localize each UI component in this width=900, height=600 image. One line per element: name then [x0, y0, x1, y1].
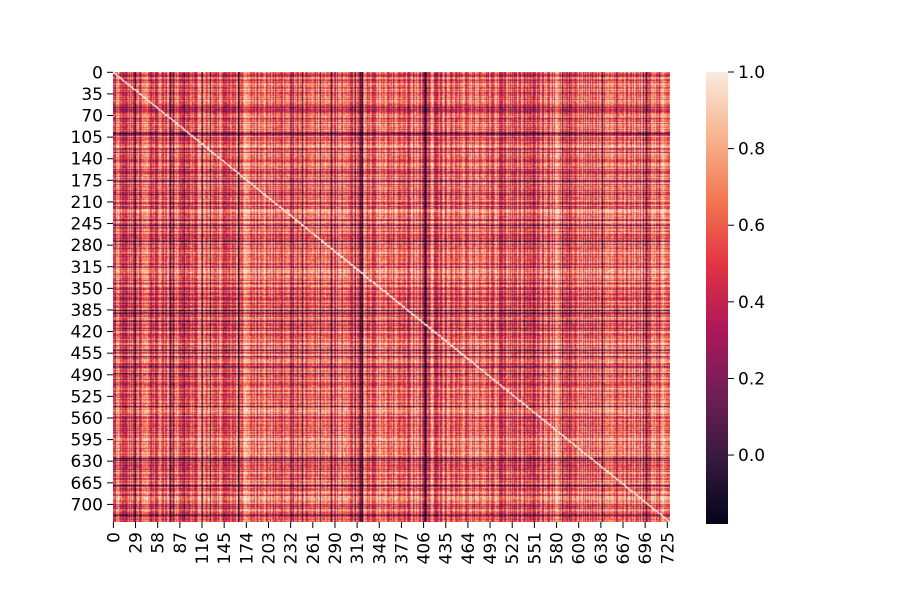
x-tick-label: 725 [658, 532, 678, 564]
x-tick-label: 261 [304, 532, 324, 564]
colorbar-tick-label: 0.4 [738, 293, 765, 313]
x-tick-label: 377 [392, 532, 412, 564]
x-tick-label: 29 [127, 532, 147, 554]
y-tick-label: 0 [92, 63, 103, 83]
y-tick-label: 595 [71, 431, 103, 451]
x-tick-label: 551 [525, 532, 545, 564]
colorbar-tick-label: 1.0 [738, 63, 765, 83]
colorbar-tick-label: 0.2 [738, 369, 765, 389]
y-tick-label: 420 [71, 323, 103, 343]
colorbar-tick-label: 0.6 [738, 216, 765, 236]
colorbar-tick-label: 0.8 [738, 140, 765, 160]
x-tick-label: 0 [104, 532, 124, 543]
x-tick-label: 58 [149, 532, 169, 554]
y-tick-label: 665 [71, 474, 103, 494]
y-tick-label: 35 [81, 85, 103, 105]
x-tick-label: 203 [259, 532, 279, 564]
x-tick-label: 464 [459, 532, 479, 564]
x-axis: 0 29 58 87 116 145 174 203 232 261 290 319 348 377 406… [104, 522, 678, 564]
heatmap-cells [113, 72, 670, 522]
y-tick-label: 105 [71, 128, 103, 148]
y-tick-label: 700 [71, 495, 103, 515]
x-tick-label: 522 [503, 532, 523, 564]
y-tick-label: 280 [71, 236, 103, 256]
x-tick-label: 116 [193, 532, 213, 564]
x-tick-label: 290 [326, 532, 346, 564]
y-tick-label: 385 [71, 301, 103, 321]
x-tick-label: 667 [614, 532, 634, 564]
x-tick-label: 435 [437, 532, 457, 564]
x-tick-label: 348 [370, 532, 390, 564]
y-tick-label: 630 [71, 452, 103, 472]
x-tick-label: 580 [548, 532, 568, 564]
y-tick-label: 210 [71, 193, 103, 213]
colorbar-ticks: 0.0 0.2 0.4 0.6 0.8 1.0 [728, 63, 765, 466]
y-tick-label: 315 [71, 258, 103, 278]
y-tick-label: 245 [71, 215, 103, 235]
y-tick-label: 525 [71, 387, 103, 407]
y-tick-label: 560 [71, 409, 103, 429]
x-tick-label: 174 [237, 532, 257, 564]
x-tick-label: 696 [636, 532, 656, 564]
x-tick-label: 145 [215, 532, 235, 564]
heatmap-plot-area [113, 72, 670, 522]
y-tick-label: 140 [71, 150, 103, 170]
x-tick-label: 232 [282, 532, 302, 564]
x-tick-label: 493 [481, 532, 501, 564]
y-tick-label: 175 [71, 171, 103, 191]
x-tick-label: 609 [570, 532, 590, 564]
x-tick-label: 638 [592, 532, 612, 564]
y-tick-label: 350 [71, 279, 103, 299]
colorbar-gradient [706, 72, 728, 524]
x-tick-label: 319 [348, 532, 368, 564]
y-axis: 0357010514017521024528031535038542045549… [71, 63, 113, 515]
y-tick-label: 70 [81, 107, 103, 127]
x-tick-label: 406 [415, 532, 435, 564]
y-tick-label: 490 [71, 366, 103, 386]
x-tick-label: 87 [171, 532, 191, 554]
y-tick-label: 455 [71, 344, 103, 364]
colorbar-tick-label: 0.0 [738, 446, 765, 466]
colorbar: 0.0 0.2 0.4 0.6 0.8 1.0 [706, 63, 765, 524]
